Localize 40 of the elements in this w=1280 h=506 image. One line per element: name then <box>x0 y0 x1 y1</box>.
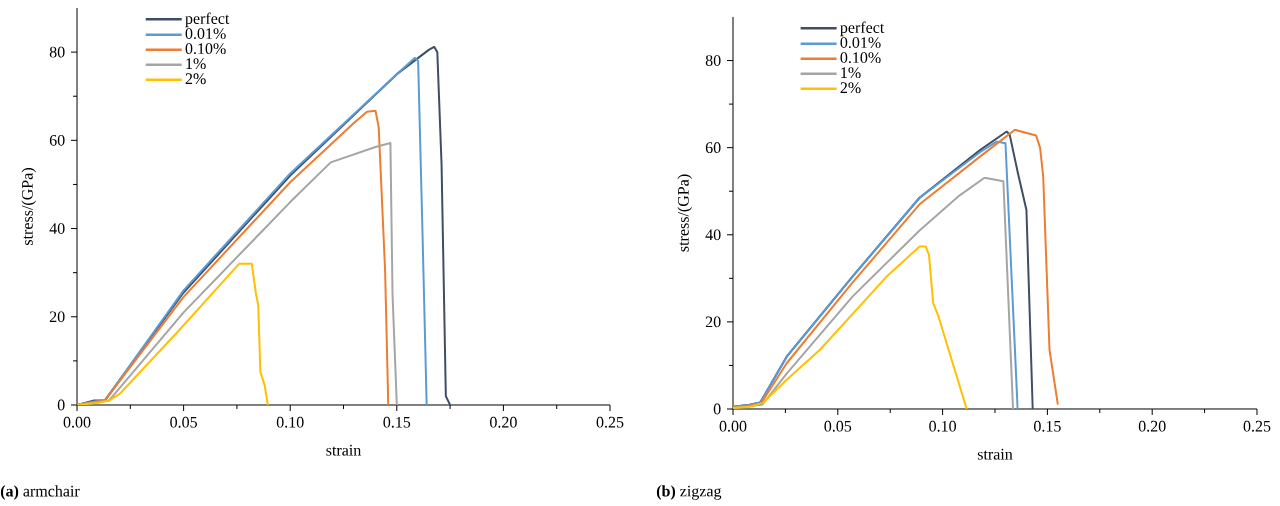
x-tick-label: 0.00 <box>63 416 91 428</box>
line-series <box>733 245 968 409</box>
legend-label: perfect <box>840 21 885 37</box>
x-tick-label: 0.20 <box>1138 420 1166 432</box>
legend-label: perfect <box>185 12 230 28</box>
legend-label: 1% <box>186 58 206 70</box>
y-axis-title: stress/(GPa) <box>677 174 692 252</box>
x-tick-label: 0.20 <box>490 416 517 428</box>
x-tick-label: 0.05 <box>824 420 852 432</box>
legend-label: 0.10% <box>840 52 881 64</box>
x-tick-label: 0.10 <box>929 420 956 432</box>
legend-label: 1% <box>841 67 861 79</box>
y-tick-label: 20 <box>705 316 721 328</box>
y-tick-label: 60 <box>705 142 721 154</box>
x-axis-title: strain <box>977 448 1013 460</box>
x-tick-label: 0.05 <box>170 416 197 428</box>
line-series <box>77 262 269 405</box>
x-tick-label: 0.10 <box>276 416 304 428</box>
legend-label: 0.01% <box>840 37 881 49</box>
x-tick-label: 0.15 <box>383 416 411 428</box>
legend-label: 2% <box>185 73 206 85</box>
x-tick-label: 0.15 <box>1034 420 1061 432</box>
x-tick-label: 0.25 <box>596 416 624 428</box>
x-tick-label: 0.00 <box>719 420 747 432</box>
x-axis-title: strain <box>326 444 362 456</box>
text: (a) armchair <box>0 485 80 500</box>
y-tick-label: 0 <box>713 403 721 415</box>
legend-label: 0.10% <box>185 43 226 55</box>
y-tick-label: 40 <box>705 229 721 241</box>
y-tick-label: 20 <box>49 311 65 323</box>
y-tick-label: 80 <box>705 55 721 66</box>
x-tick-label: 0.25 <box>1243 420 1271 432</box>
legend-label: 2% <box>840 82 861 94</box>
y-tick-label: 60 <box>49 134 65 146</box>
y-tick-label: 0 <box>57 399 65 411</box>
text: (b) zigzag <box>656 485 722 500</box>
y-tick-label: 80 <box>49 46 65 58</box>
y-tick-label: 40 <box>49 223 65 234</box>
legend-label: 0.01% <box>185 28 226 40</box>
y-axis-title: stress/(GPa) <box>21 168 37 245</box>
